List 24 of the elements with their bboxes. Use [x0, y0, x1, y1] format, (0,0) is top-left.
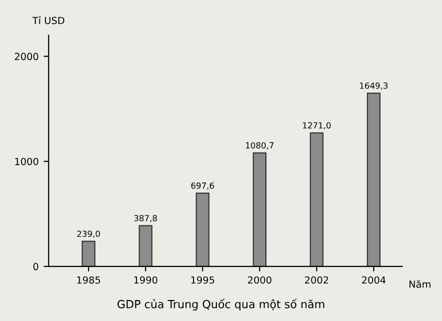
y-axis-title: Tỉ USD: [32, 16, 64, 24]
bar: [82, 240, 96, 266]
x-tick-label: 1990: [134, 276, 158, 284]
data-label: 697,6: [191, 182, 214, 190]
x-tick-label: 1985: [77, 276, 100, 284]
x-tick-label: 2000: [248, 276, 272, 284]
bar: [138, 225, 152, 266]
data-label: 1080,7: [246, 142, 274, 150]
y-tick-label: 1000: [15, 158, 38, 166]
x-axis-title: Năm: [410, 280, 430, 288]
x-tick-label: 1995: [191, 276, 214, 284]
data-label: 1649,3: [360, 82, 388, 90]
data-label: 387,8: [134, 214, 157, 222]
y-tick-label: 0: [33, 262, 38, 270]
bar: [196, 192, 210, 266]
x-tick-label: 2002: [305, 276, 328, 284]
bar: [310, 132, 324, 266]
data-label: 239,0: [77, 230, 100, 238]
data-label: 1271,0: [303, 122, 331, 130]
bar: [252, 152, 266, 266]
text: GDP của Trung Quốc qua một số năm: [118, 298, 324, 310]
y-tick-label: 2000: [14, 52, 38, 60]
x-tick-label: 2004: [362, 276, 386, 284]
bar: [366, 92, 381, 266]
